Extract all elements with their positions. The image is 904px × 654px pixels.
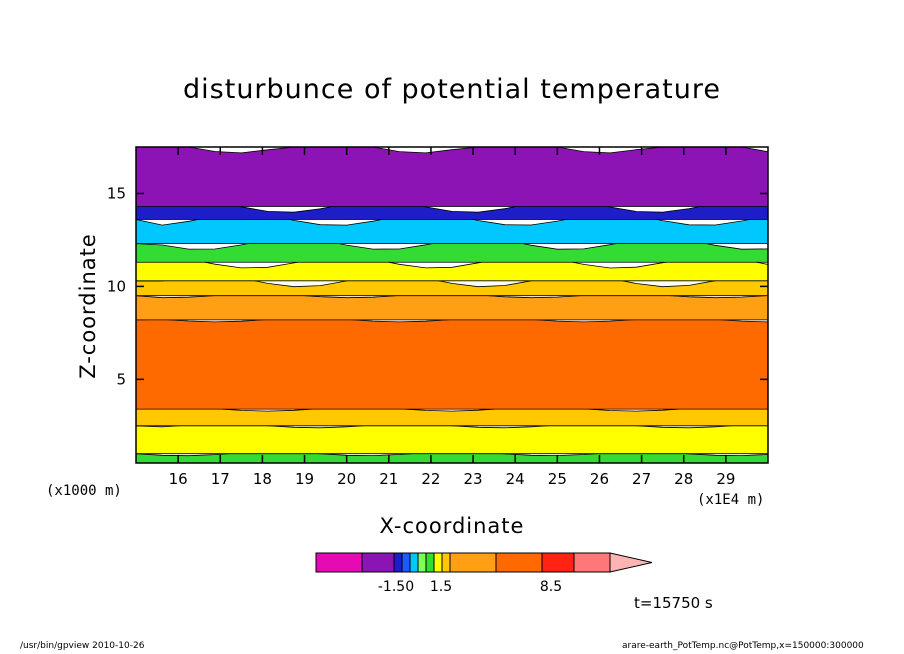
colorbar-cell: [573, 552, 611, 573]
contour-band: [135, 293, 769, 321]
colorbar-cell: [541, 552, 575, 573]
x-unit-right: (x1E4 m): [697, 492, 765, 508]
x-unit-left: (x1000 m): [46, 483, 122, 499]
colorbar-cell: [495, 552, 543, 573]
colorbar-cell: [315, 552, 363, 573]
y-tick-label: 15: [107, 184, 126, 202]
colorbar-cell: [433, 552, 443, 573]
contour-band: [135, 423, 769, 455]
footer-right: arare-earth_PotTemp.nc@PotTemp,x=150000:…: [622, 641, 864, 651]
x-tick-label: 28: [674, 470, 693, 488]
colorbar-cell: [361, 552, 395, 573]
axis-ticks: 16 17 18 19 20 21 22 23 24 25 26 27 28 29 5 10 15: [107, 147, 768, 488]
x-tick-label: 25: [548, 470, 567, 488]
colorbar-cell: [417, 552, 427, 573]
colorbar-cell: [401, 552, 411, 573]
chart-title: disturbunce of potential temperature: [183, 74, 721, 105]
colorbar-cell: [441, 552, 451, 573]
footer-left: /usr/bin/gpview 2010-10-26: [20, 641, 145, 651]
x-axis-label: X-coordinate: [379, 514, 525, 538]
colorbar: -1.50 1.5 8.5: [315, 552, 653, 595]
colorbar-label: 8.5: [540, 579, 562, 595]
colorbar-cell: [425, 552, 435, 573]
colorbar-cell: [409, 552, 419, 573]
x-tick-label: 24: [506, 470, 525, 488]
contour-fill: [135, 146, 769, 464]
plot-frame: [135, 146, 769, 464]
x-tick-label: 22: [421, 470, 440, 488]
x-tick-label: 18: [253, 470, 272, 488]
colorbar-label: 1.5: [430, 579, 452, 595]
x-tick-label: 17: [211, 470, 230, 488]
x-tick-label: 27: [632, 470, 651, 488]
x-tick-label: 16: [169, 470, 188, 488]
plot-border: [135, 146, 769, 464]
x-tick-label: 21: [379, 470, 398, 488]
x-tick-label: 20: [337, 470, 356, 488]
contour-band: [135, 406, 769, 427]
contour-band: [135, 146, 769, 207]
time-annotation: t=15750 s: [634, 594, 713, 612]
y-tick-label: 10: [107, 277, 126, 295]
colorbar-cell: [449, 552, 497, 573]
colorbar-cell: [393, 552, 403, 573]
y-tick-label: 5: [116, 370, 126, 388]
x-tick-label: 19: [295, 470, 314, 488]
colorbar-label: -1.50: [378, 579, 414, 595]
contour-band: [135, 317, 769, 410]
x-tick-label: 29: [716, 470, 735, 488]
colorbar-arrow: [609, 552, 653, 573]
x-tick-label: 26: [590, 470, 609, 488]
x-tick-label: 23: [464, 470, 483, 488]
